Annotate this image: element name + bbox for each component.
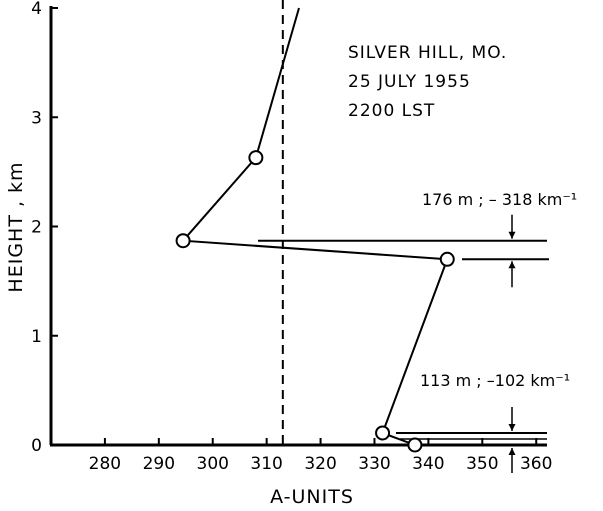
data-point-marker [175, 233, 191, 249]
x-tick-label: 320 [304, 454, 336, 474]
x-tick-label: 330 [358, 454, 390, 474]
data-point-marker [248, 150, 264, 166]
x-tick-label: 290 [143, 454, 175, 474]
layer-markers-group [258, 214, 549, 473]
layer-label-lower: 113 m ; –102 km⁻¹ [420, 371, 570, 390]
y-tick-label: 3 [31, 108, 42, 128]
chart-ticks: 280 290 300 310 320 330 340 350 360 0 1 2 3 4 [31, 0, 552, 474]
data-point-marker [439, 251, 455, 267]
y-tick-label: 1 [31, 327, 42, 347]
chart-annotation-line-2: 25 JULY 1955 [348, 72, 471, 92]
x-tick-label: 360 [520, 454, 552, 474]
x-axis-title: A-UNITS [270, 486, 354, 508]
layer-upper-arrow-up-head [508, 261, 516, 269]
y-axis-title: HEIGHT , km [5, 161, 27, 292]
x-tick-label: 300 [197, 454, 229, 474]
x-tick-label: 340 [412, 454, 444, 474]
layer-upper-arrow-down-head [508, 231, 516, 239]
chart-annotation-line-3: 2200 LST [348, 101, 435, 121]
y-tick-label: 2 [31, 218, 42, 238]
y-tick-label: 4 [31, 0, 42, 19]
y-tick-label: 0 [31, 436, 42, 456]
data-point-marker [407, 437, 423, 453]
x-tick-label: 310 [250, 454, 282, 474]
data-series-group [175, 7, 455, 453]
data-point-marker [375, 425, 391, 441]
layer-lower-arrow-down-head [508, 423, 516, 431]
chart-annotation-line-1: SILVER HILL, MO. [348, 43, 507, 63]
layer-label-upper: 176 m ; – 318 km⁻¹ [422, 190, 577, 209]
x-tick-label: 280 [89, 454, 121, 474]
layer-lower-arrow-up-head [508, 448, 516, 455]
x-tick-label: 350 [466, 454, 498, 474]
